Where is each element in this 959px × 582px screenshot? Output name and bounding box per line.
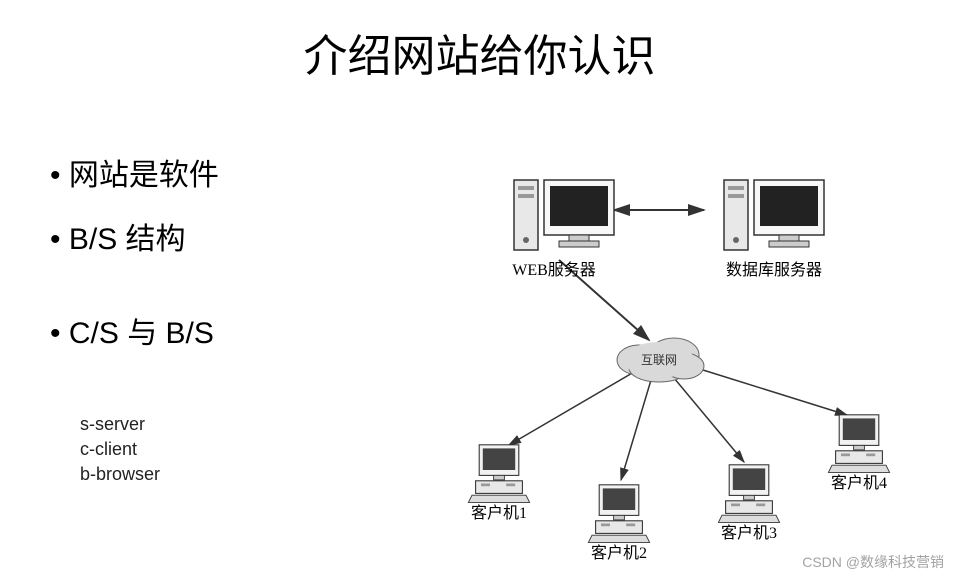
- bullet-item-1: 网站是软件: [50, 150, 430, 194]
- client-3: [718, 465, 779, 523]
- edge-cloud-c3: [674, 378, 744, 462]
- web-server: [514, 180, 614, 250]
- page-title: 介绍网站给你认识: [0, 20, 959, 84]
- def-browser: b-browser: [80, 462, 430, 487]
- db-server: [724, 180, 824, 250]
- cloud-internet: 互联网: [617, 338, 704, 382]
- client-4-label: 客户机4: [831, 474, 887, 492]
- db-server-label: 数据库服务器: [726, 261, 822, 279]
- left-content: 网站是软件 B/S 结构 C/S 与 B/S s-server c-client…: [50, 150, 430, 488]
- definitions: s-server c-client b-browser: [80, 412, 430, 488]
- client-1: [468, 445, 529, 503]
- bullet-item-2: B/S 结构: [50, 214, 430, 258]
- edge-cloud-c2: [621, 380, 651, 480]
- web-server-label: WEB服务器: [512, 261, 596, 279]
- edge-cloud-c4: [687, 365, 847, 415]
- client-3-label: 客户机3: [721, 524, 777, 542]
- client-4: [828, 415, 889, 473]
- bullet-item-3: C/S 与 B/S: [50, 308, 430, 352]
- network-diagram: 互联网 WEB服务器 数据库服务器 客户机1 客户机2 客户机3 客户机4: [429, 140, 949, 560]
- client-1-label: 客户机1: [471, 504, 527, 522]
- def-client: c-client: [80, 437, 430, 462]
- client-2: [588, 485, 649, 543]
- client-2-label: 客户机2: [591, 544, 647, 560]
- cloud-label: 互联网: [641, 353, 677, 367]
- bullet-list: 网站是软件 B/S 结构 C/S 与 B/S: [50, 150, 430, 352]
- def-server: s-server: [80, 412, 430, 437]
- edge-cloud-c1: [509, 372, 634, 445]
- watermark: CSDN @数缘科技营销: [802, 552, 944, 572]
